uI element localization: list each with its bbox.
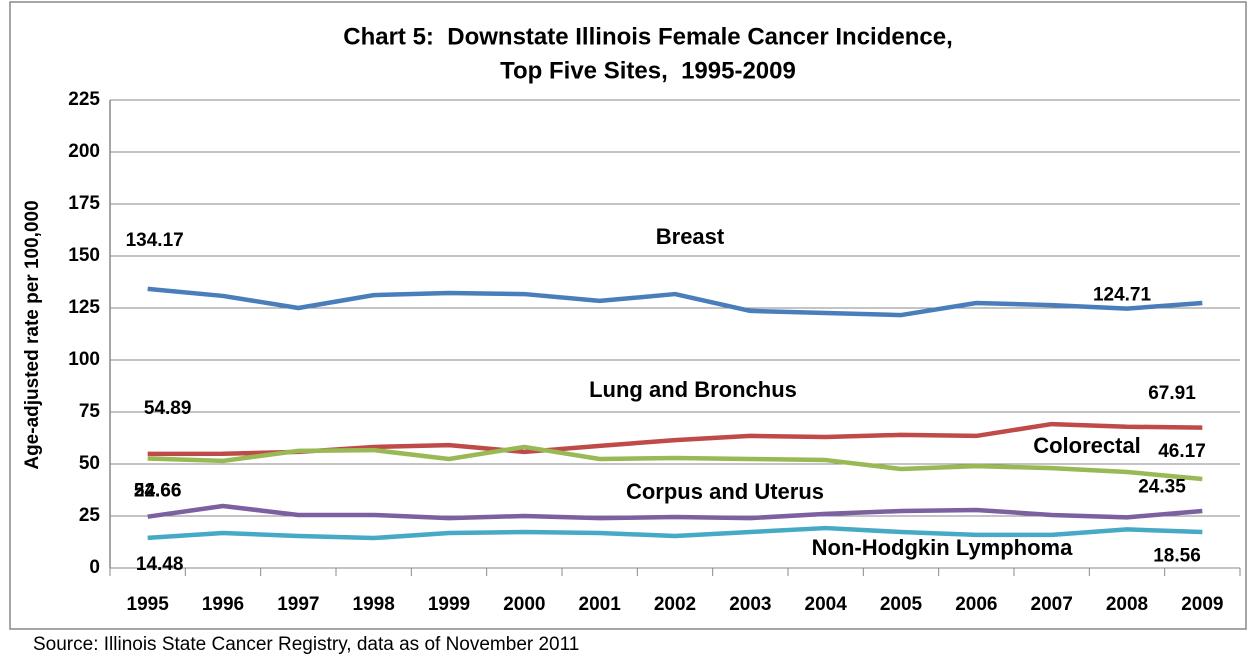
data-label: 14.48 xyxy=(136,554,184,575)
y-axis-title: Age-adjusted rate per 100,000 xyxy=(22,200,43,469)
x-tick-label: 2006 xyxy=(955,594,997,615)
x-tick-label: 2009 xyxy=(1181,594,1223,615)
series-label: Breast xyxy=(656,224,725,249)
data-label: 24.66 xyxy=(134,481,182,502)
data-label: 52.66 xyxy=(134,480,182,501)
x-tick-label: 2005 xyxy=(880,594,923,615)
x-tick-label: 1995 xyxy=(127,594,170,615)
y-tick-label: 125 xyxy=(68,297,100,318)
data-label: 124.71 xyxy=(1093,285,1152,306)
y-tick-label: 150 xyxy=(68,245,100,266)
x-tick-label: 2001 xyxy=(579,594,622,615)
line-series xyxy=(147,444,1203,482)
x-tick-label: 2008 xyxy=(1106,594,1148,615)
chart-title: Top Five Sites, 1995-2009 xyxy=(500,57,796,84)
line-series xyxy=(147,503,1203,521)
data-label: 54.89 xyxy=(144,398,192,419)
y-tick-label: 225 xyxy=(68,89,100,110)
x-tick-label: 2000 xyxy=(503,594,545,615)
data-label: 46.17 xyxy=(1158,441,1206,462)
chart-frame xyxy=(9,1,1247,630)
source-note: Source: Illinois State Cancer Registry, … xyxy=(33,634,579,655)
data-label: 134.17 xyxy=(126,230,184,251)
series-label: Non-Hodgkin Lymphoma xyxy=(812,535,1073,560)
y-tick-label: 75 xyxy=(79,401,101,422)
y-tick-label: 100 xyxy=(68,349,100,370)
x-tick-label: 2004 xyxy=(805,594,848,615)
y-tick-label: 175 xyxy=(68,193,100,214)
y-tick-label: 200 xyxy=(68,141,100,162)
x-tick-label: 2002 xyxy=(654,594,696,615)
x-tick-label: 1996 xyxy=(202,594,244,615)
x-tick-label: 2003 xyxy=(729,594,771,615)
y-tick-label: 50 xyxy=(79,453,100,474)
x-tick-label: 1999 xyxy=(428,594,470,615)
series-label: Corpus and Uterus xyxy=(626,479,824,504)
line-series xyxy=(147,525,1203,541)
data-label: 67.91 xyxy=(1148,383,1196,404)
data-label: 18.56 xyxy=(1153,545,1201,566)
chart-title: Chart 5: Downstate Illinois Female Cance… xyxy=(343,23,953,50)
x-tick-label: 1998 xyxy=(353,594,395,615)
line-series xyxy=(147,286,1203,318)
series-label: Lung and Bronchus xyxy=(589,377,797,402)
x-tick-label: 2007 xyxy=(1031,594,1073,615)
y-tick-label: 25 xyxy=(79,505,101,526)
y-tick-label: 0 xyxy=(89,557,100,578)
data-label: 24.35 xyxy=(1138,476,1186,497)
series-label: Colorectal xyxy=(1033,433,1141,458)
x-tick-label: 1997 xyxy=(277,594,319,615)
